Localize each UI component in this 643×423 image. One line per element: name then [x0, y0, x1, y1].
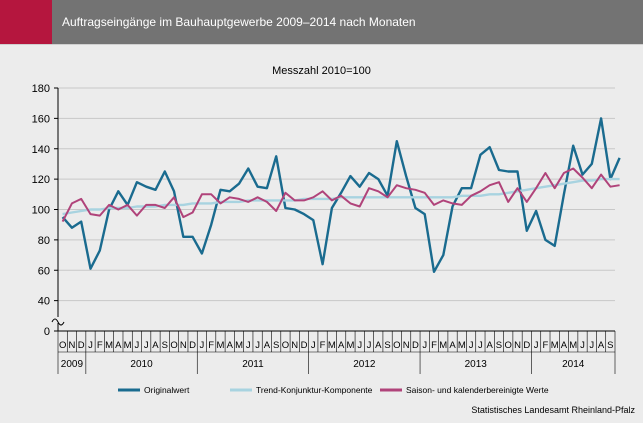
- month-label: F: [542, 340, 548, 351]
- month-label: M: [105, 340, 113, 351]
- month-label: J: [200, 340, 205, 351]
- month-label: N: [291, 340, 298, 351]
- header-bar: Auftragseingänge im Bauhauptgewerbe 2009…: [0, 0, 643, 44]
- month-label: M: [124, 340, 132, 351]
- month-label: S: [384, 340, 390, 351]
- month-label: M: [439, 340, 447, 351]
- month-label: S: [273, 340, 279, 351]
- month-label: J: [255, 340, 260, 351]
- source-note: Statistisches Landesamt Rheinland-Pfalz: [471, 405, 635, 415]
- month-label: D: [78, 340, 85, 351]
- y-tick-label: 120: [32, 174, 50, 186]
- y-tick-label: 0: [44, 326, 50, 338]
- month-label: M: [551, 340, 559, 351]
- axis-break: [51, 318, 65, 326]
- page-title: Auftragseingänge im Bauhauptgewerbe 2009…: [62, 15, 416, 29]
- month-label: A: [487, 340, 494, 351]
- month-label: J: [589, 340, 594, 351]
- month-label: D: [412, 340, 419, 351]
- month-label: J: [357, 340, 362, 351]
- month-label: D: [523, 340, 530, 351]
- month-label: M: [346, 340, 354, 351]
- month-label: F: [208, 340, 214, 351]
- axis-break-gap: [55, 317, 61, 323]
- month-label: M: [569, 340, 577, 351]
- y-tick-label: 140: [32, 144, 50, 156]
- month-label: J: [580, 340, 585, 351]
- month-label: J: [422, 340, 427, 351]
- month-label: A: [264, 340, 271, 351]
- month-label: J: [88, 340, 93, 351]
- month-label: S: [162, 340, 168, 351]
- y-tick-label: 40: [38, 296, 50, 308]
- legend-label: Trend-Konjunktur-Komponente: [256, 385, 373, 395]
- month-label: J: [135, 340, 140, 351]
- month-label: M: [216, 340, 224, 351]
- year-label: 2010: [130, 359, 153, 370]
- legend-label: Originalwert: [144, 385, 190, 395]
- month-label: A: [375, 340, 382, 351]
- month-label: M: [235, 340, 243, 351]
- year-label: 2009: [61, 359, 84, 370]
- month-label: D: [189, 340, 196, 351]
- month-label: F: [320, 340, 326, 351]
- month-label: O: [505, 340, 512, 351]
- month-label: A: [561, 340, 568, 351]
- month-label: O: [170, 340, 177, 351]
- legend-label: Saison- und kalenderbereinigte Werte: [406, 385, 549, 395]
- month-label: F: [97, 340, 103, 351]
- month-label: M: [328, 340, 336, 351]
- month-label: J: [311, 340, 316, 351]
- chart-title: Messzahl 2010=100: [272, 65, 371, 77]
- y-tick-label: 100: [32, 205, 50, 217]
- month-label: A: [152, 340, 159, 351]
- series-line: [61, 117, 621, 273]
- month-label: N: [514, 340, 521, 351]
- month-label: A: [449, 340, 456, 351]
- month-label: N: [68, 340, 75, 351]
- month-label: F: [431, 340, 437, 351]
- month-label: J: [144, 340, 149, 351]
- month-label: A: [115, 340, 122, 351]
- month-label: A: [338, 340, 345, 351]
- series-line: [61, 167, 620, 223]
- month-label: J: [469, 340, 474, 351]
- month-label: A: [598, 340, 605, 351]
- month-label: O: [393, 340, 400, 351]
- year-label: 2012: [353, 359, 376, 370]
- month-label: D: [301, 340, 308, 351]
- header-accent: [0, 0, 52, 44]
- month-label: S: [496, 340, 502, 351]
- y-tick-label: 80: [38, 235, 50, 247]
- y-tick-label: 160: [32, 113, 50, 125]
- series-line: [62, 177, 620, 216]
- year-label: 2013: [465, 359, 488, 370]
- month-label: O: [282, 340, 289, 351]
- chart-panel: [0, 44, 643, 423]
- y-tick-label: 60: [38, 265, 50, 277]
- month-label: J: [367, 340, 372, 351]
- month-label: A: [227, 340, 234, 351]
- year-label: 2014: [562, 359, 585, 370]
- month-label: J: [246, 340, 251, 351]
- month-label: N: [180, 340, 187, 351]
- month-label: J: [534, 340, 539, 351]
- month-label: J: [478, 340, 483, 351]
- month-label: S: [607, 340, 613, 351]
- year-label: 2011: [242, 359, 264, 370]
- month-label: M: [458, 340, 466, 351]
- y-tick-label: 180: [32, 83, 50, 95]
- month-label: N: [403, 340, 410, 351]
- month-label: O: [59, 340, 66, 351]
